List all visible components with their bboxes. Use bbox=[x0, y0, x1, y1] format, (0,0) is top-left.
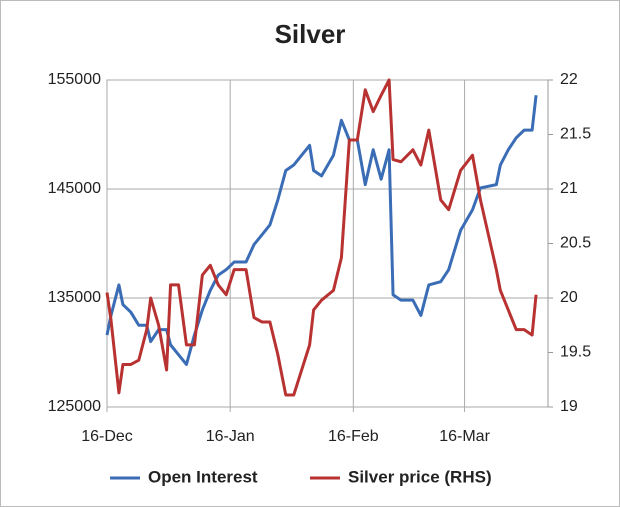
y2-tick-label: 19 bbox=[560, 398, 578, 415]
legend-label: Open Interest bbox=[148, 467, 258, 486]
chart-title: Silver bbox=[275, 19, 346, 49]
y-tick-label: 145000 bbox=[48, 180, 101, 197]
y2-tick-label: 21.5 bbox=[560, 126, 591, 143]
x-tick-label: 16-Mar bbox=[439, 428, 490, 445]
x-tick-label: 16-Feb bbox=[328, 428, 379, 445]
line-series bbox=[105, 95, 538, 366]
y-tick-label: 135000 bbox=[48, 289, 101, 306]
y2-tick-label: 20.5 bbox=[560, 235, 591, 252]
legend-label: Silver price (RHS) bbox=[348, 467, 492, 486]
y-tick-label: 125000 bbox=[48, 398, 101, 415]
line-series bbox=[105, 78, 538, 397]
y2-tick-label: 20 bbox=[560, 289, 578, 306]
y2-tick-label: 22 bbox=[560, 71, 578, 88]
x-tick-label: 16-Dec bbox=[81, 428, 133, 445]
x-tick-label: 16-Jan bbox=[206, 428, 255, 445]
y2-tick-label: 21 bbox=[560, 180, 578, 197]
y-tick-label: 155000 bbox=[48, 71, 101, 88]
y2-tick-label: 19.5 bbox=[560, 344, 591, 361]
